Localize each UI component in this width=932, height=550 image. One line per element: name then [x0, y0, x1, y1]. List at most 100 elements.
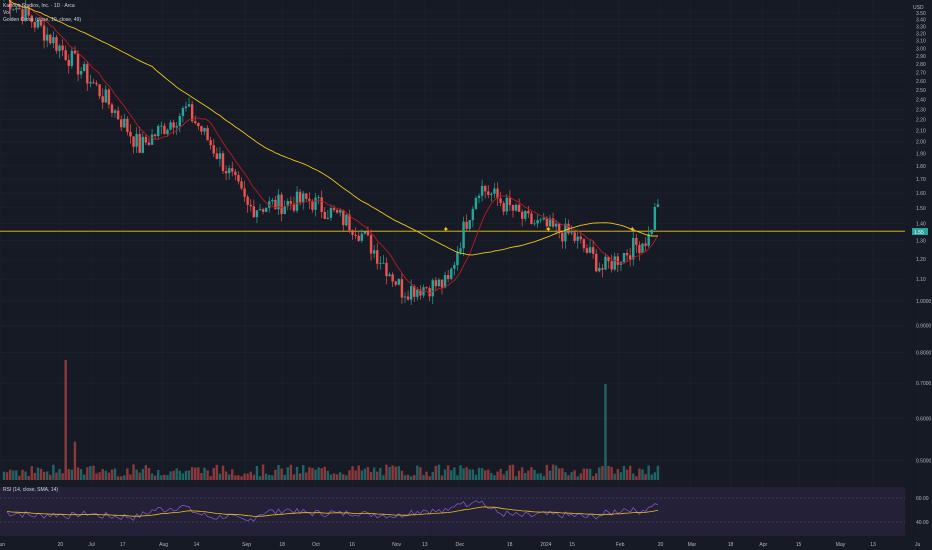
x-tick-label: 2024 — [540, 542, 551, 548]
volume-bar — [561, 468, 564, 480]
y-tick-label: 1.40 — [916, 222, 926, 228]
y-tick-label: 0.6000 — [916, 417, 932, 423]
y-tick-label: 1.70 — [916, 177, 926, 183]
volume-bar — [246, 473, 249, 480]
volume-bar — [595, 473, 598, 480]
candle-body — [650, 229, 653, 234]
volume-bar — [474, 474, 478, 480]
y-tick-label: 3.20 — [916, 31, 926, 37]
legend-symbol[interactable]: Kartoon Studios, Inc. · 1D · Arca — [3, 3, 75, 9]
candle-body — [505, 197, 508, 212]
candle-body — [446, 275, 450, 279]
volume-bar — [64, 360, 67, 480]
volume-bar — [394, 466, 397, 480]
candle-body — [283, 206, 286, 215]
volume-bar — [82, 474, 86, 480]
legend-golden-cross[interactable]: Golden Cross (close, 10, close, 49) — [3, 17, 81, 23]
volume-bar — [258, 476, 262, 480]
rsi-tick-label: 40.00 — [916, 520, 929, 526]
volume-bar — [86, 467, 89, 480]
candle-body — [576, 236, 579, 241]
candle-body — [595, 253, 598, 272]
y-tick-label: 0.5000 — [916, 459, 932, 465]
volume-bar — [483, 470, 487, 480]
volume-bar — [21, 469, 24, 480]
candle-body — [431, 280, 434, 297]
candle-body — [601, 268, 604, 270]
volume-bar — [493, 475, 496, 480]
candle-body — [354, 234, 357, 236]
candle-body — [277, 194, 280, 210]
candle-body — [342, 210, 345, 226]
candle-body — [123, 118, 126, 128]
candle-body — [376, 250, 379, 264]
volume-bar — [95, 473, 98, 480]
candle-body — [628, 255, 632, 260]
candle-body — [573, 232, 576, 241]
x-tick-label: Ju — [915, 542, 921, 548]
candle-body — [138, 133, 141, 153]
candle-body — [246, 196, 249, 205]
volume-bar — [554, 465, 558, 480]
volume-bar — [520, 467, 524, 480]
candle-body — [496, 188, 499, 199]
volume-bar — [570, 472, 573, 480]
candle-body — [52, 37, 55, 44]
volume-bar — [107, 472, 111, 480]
y-tick-label: 1.0000 — [916, 299, 932, 305]
volume-bar — [514, 476, 518, 480]
candle-body — [558, 223, 561, 233]
volume-bar — [33, 473, 37, 480]
currency-label: USD — [913, 5, 924, 11]
candle-body — [379, 262, 382, 264]
candle-body — [280, 194, 283, 215]
volume-bar — [135, 469, 138, 480]
candle-body — [514, 204, 518, 211]
volume-bar — [558, 468, 561, 480]
candle-body — [607, 256, 610, 262]
time-axis[interactable]: Jun 20 Jul 17 Aug 14 Sep 18 Oct 16 Nov 13 Dec 18 2024 1… — [0, 542, 921, 548]
candle-body — [200, 126, 203, 132]
volume-bar — [619, 472, 623, 480]
candle-body — [147, 142, 151, 145]
volume-bar — [12, 470, 15, 480]
volume-bar — [588, 468, 592, 480]
volume-bar — [314, 469, 317, 480]
volume-bar — [298, 473, 302, 480]
candle-body — [647, 233, 650, 246]
candle-body — [271, 199, 274, 202]
volume-bar — [490, 472, 493, 480]
volume-bar — [440, 475, 444, 480]
candle-body — [76, 53, 80, 75]
candle-body — [409, 285, 413, 300]
candle-body — [289, 201, 293, 204]
candle-body — [107, 89, 111, 105]
x-tick-label: 17 — [120, 542, 126, 548]
candle-body — [218, 153, 222, 159]
x-tick-label: 18 — [728, 542, 734, 548]
ma-fast-line — [8, 0, 659, 294]
candle-body — [382, 262, 385, 264]
volume-bar — [335, 474, 339, 480]
candle-body — [400, 279, 404, 298]
golden-cross-marker: ✦ — [545, 225, 552, 234]
volume-bar — [431, 472, 434, 480]
candle-body — [406, 296, 410, 300]
candle-body — [113, 110, 117, 114]
legend-vol[interactable]: Vol — [3, 10, 10, 16]
volume-bar — [249, 471, 252, 480]
candle-body — [234, 171, 237, 175]
candle-body — [261, 209, 265, 212]
price-axis[interactable]: 3.503.403.303.20 3.103.00 2.90 2.80 2.70 2.60… — [916, 11, 932, 526]
rsi-legend[interactable]: RSI (14, close, SMA, 14) — [3, 487, 58, 493]
y-tick-label: 0.8000 — [916, 350, 932, 356]
candle-body — [465, 221, 468, 229]
volume-bar — [548, 470, 552, 480]
candle-body — [598, 268, 601, 272]
volume-bar — [153, 475, 157, 480]
candle-body — [64, 50, 67, 60]
volume-bar — [576, 476, 579, 480]
price-badge: 1.55 — [914, 230, 924, 236]
candle-body — [468, 220, 471, 229]
